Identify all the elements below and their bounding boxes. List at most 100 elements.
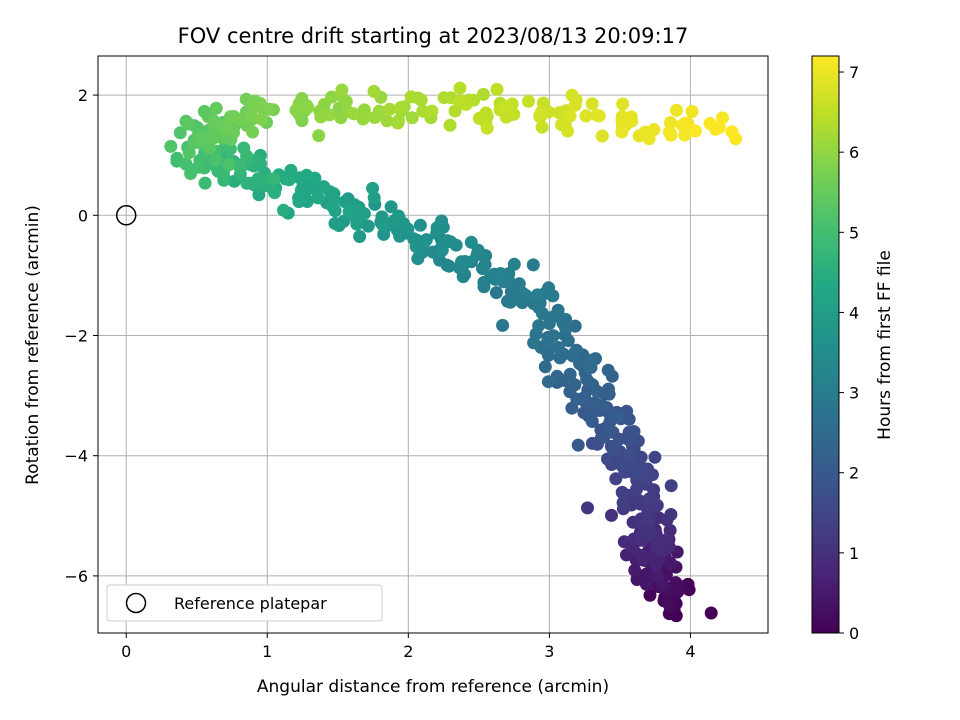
scatter-point [624,110,638,124]
scatter-point [579,109,593,123]
colorbar-tick-label: 0 [849,624,859,643]
legend-reference-marker [125,592,147,614]
scatter-point [184,167,198,180]
y-tick-label: 0 [78,206,88,225]
scatter-point [503,295,517,309]
scatter-point [312,129,326,143]
scatter-point [490,82,504,96]
colorbar-tick-label: 2 [849,464,859,483]
scatter-point [585,97,599,111]
x-tick-label: 0 [121,642,131,661]
scatter-point [628,563,642,577]
scatter-point [222,158,236,172]
scatter-point [586,378,600,392]
scatter-point [435,244,449,258]
scatter-point [342,205,356,219]
scatter-point [220,122,234,135]
legend-label-reference-platepar: Reference platepar [174,594,327,613]
scatter-point [425,104,439,118]
scatter-point [585,415,599,428]
scatter-point [538,360,552,374]
scatter-point [164,139,178,153]
scatter-point [240,149,254,163]
scatter-point [453,81,467,95]
scatter-point [678,116,692,130]
scatter-point [541,334,555,348]
scatter-point [335,83,349,97]
scatter-point [588,396,602,410]
colorbar-tick-label: 7 [849,63,859,82]
legend: Reference platepar [106,584,383,622]
y-axis-label: Rotation from reference (arcmin) [23,205,43,485]
scatter-point [361,219,375,233]
scatter-point [179,157,193,171]
scatter-point [430,221,444,235]
scatter-point [367,191,381,205]
scatter-point [198,176,212,190]
scatter-point [246,125,260,139]
colorbar [811,55,840,634]
scatter-point [712,121,726,135]
x-tick-label: 1 [262,642,272,661]
scatter-point [458,255,472,268]
x-axis-label: Angular distance from reference (arcmin) [257,677,609,697]
scatter-point [605,508,618,522]
scatter-point [407,232,421,246]
scatter-point [338,195,352,209]
scatter-point [606,442,620,456]
scatter-point [663,556,677,570]
scatter-point [609,472,623,486]
scatter-point [615,485,629,499]
scatter-point [603,424,617,437]
grid-lines [98,56,768,633]
scatter-point [530,288,544,302]
colorbar-tick-label: 1 [849,544,859,563]
scatter-point [417,236,431,250]
scatter-point [533,108,547,122]
scatter-point [688,124,702,138]
scatter-point [642,132,656,146]
scatter-point [244,109,258,123]
scatter-point [570,392,584,406]
scatter-point [526,258,540,272]
scatter-point [585,353,599,367]
scatter-point [500,100,513,114]
scatter-point [301,101,315,114]
scatter-point [353,230,367,243]
scatter-point [194,131,207,145]
scatter-point [664,479,678,493]
scatter-point [367,84,381,98]
scatter-point [262,102,276,116]
scatter-point [416,104,430,118]
scatter-point [476,87,490,101]
scatter-point [601,452,614,466]
scatter-point [669,103,683,117]
scatter-point [391,116,405,130]
scatter-point [292,195,306,209]
scatter-point [480,121,494,135]
scatter-point [641,574,654,587]
scatter-point [561,334,575,348]
scatter-point [207,114,221,128]
y-tick-label: −6 [64,567,88,586]
scatter-point [643,588,657,602]
scatter-point [294,183,308,197]
scatter-point [173,126,187,140]
scatter-point [233,158,247,172]
scatter-point [456,270,470,284]
scatter-point [311,191,325,205]
scatter-point [376,218,390,232]
colorbar-ticks: 0 1 2 3 4 5 6 7 [839,63,859,643]
scatter-point [568,345,582,359]
scatter-point [602,382,615,396]
scatter-point [289,103,303,117]
y-tick-label: −2 [64,326,88,345]
scatter-point [293,171,307,185]
scatter-point [615,458,629,472]
scatter-point [499,110,513,124]
y-axis-ticks: −6 −4 −2 0 2 [64,86,98,586]
scatter-point [322,108,336,122]
scatter-point [601,363,615,377]
scatter-point [532,319,546,333]
